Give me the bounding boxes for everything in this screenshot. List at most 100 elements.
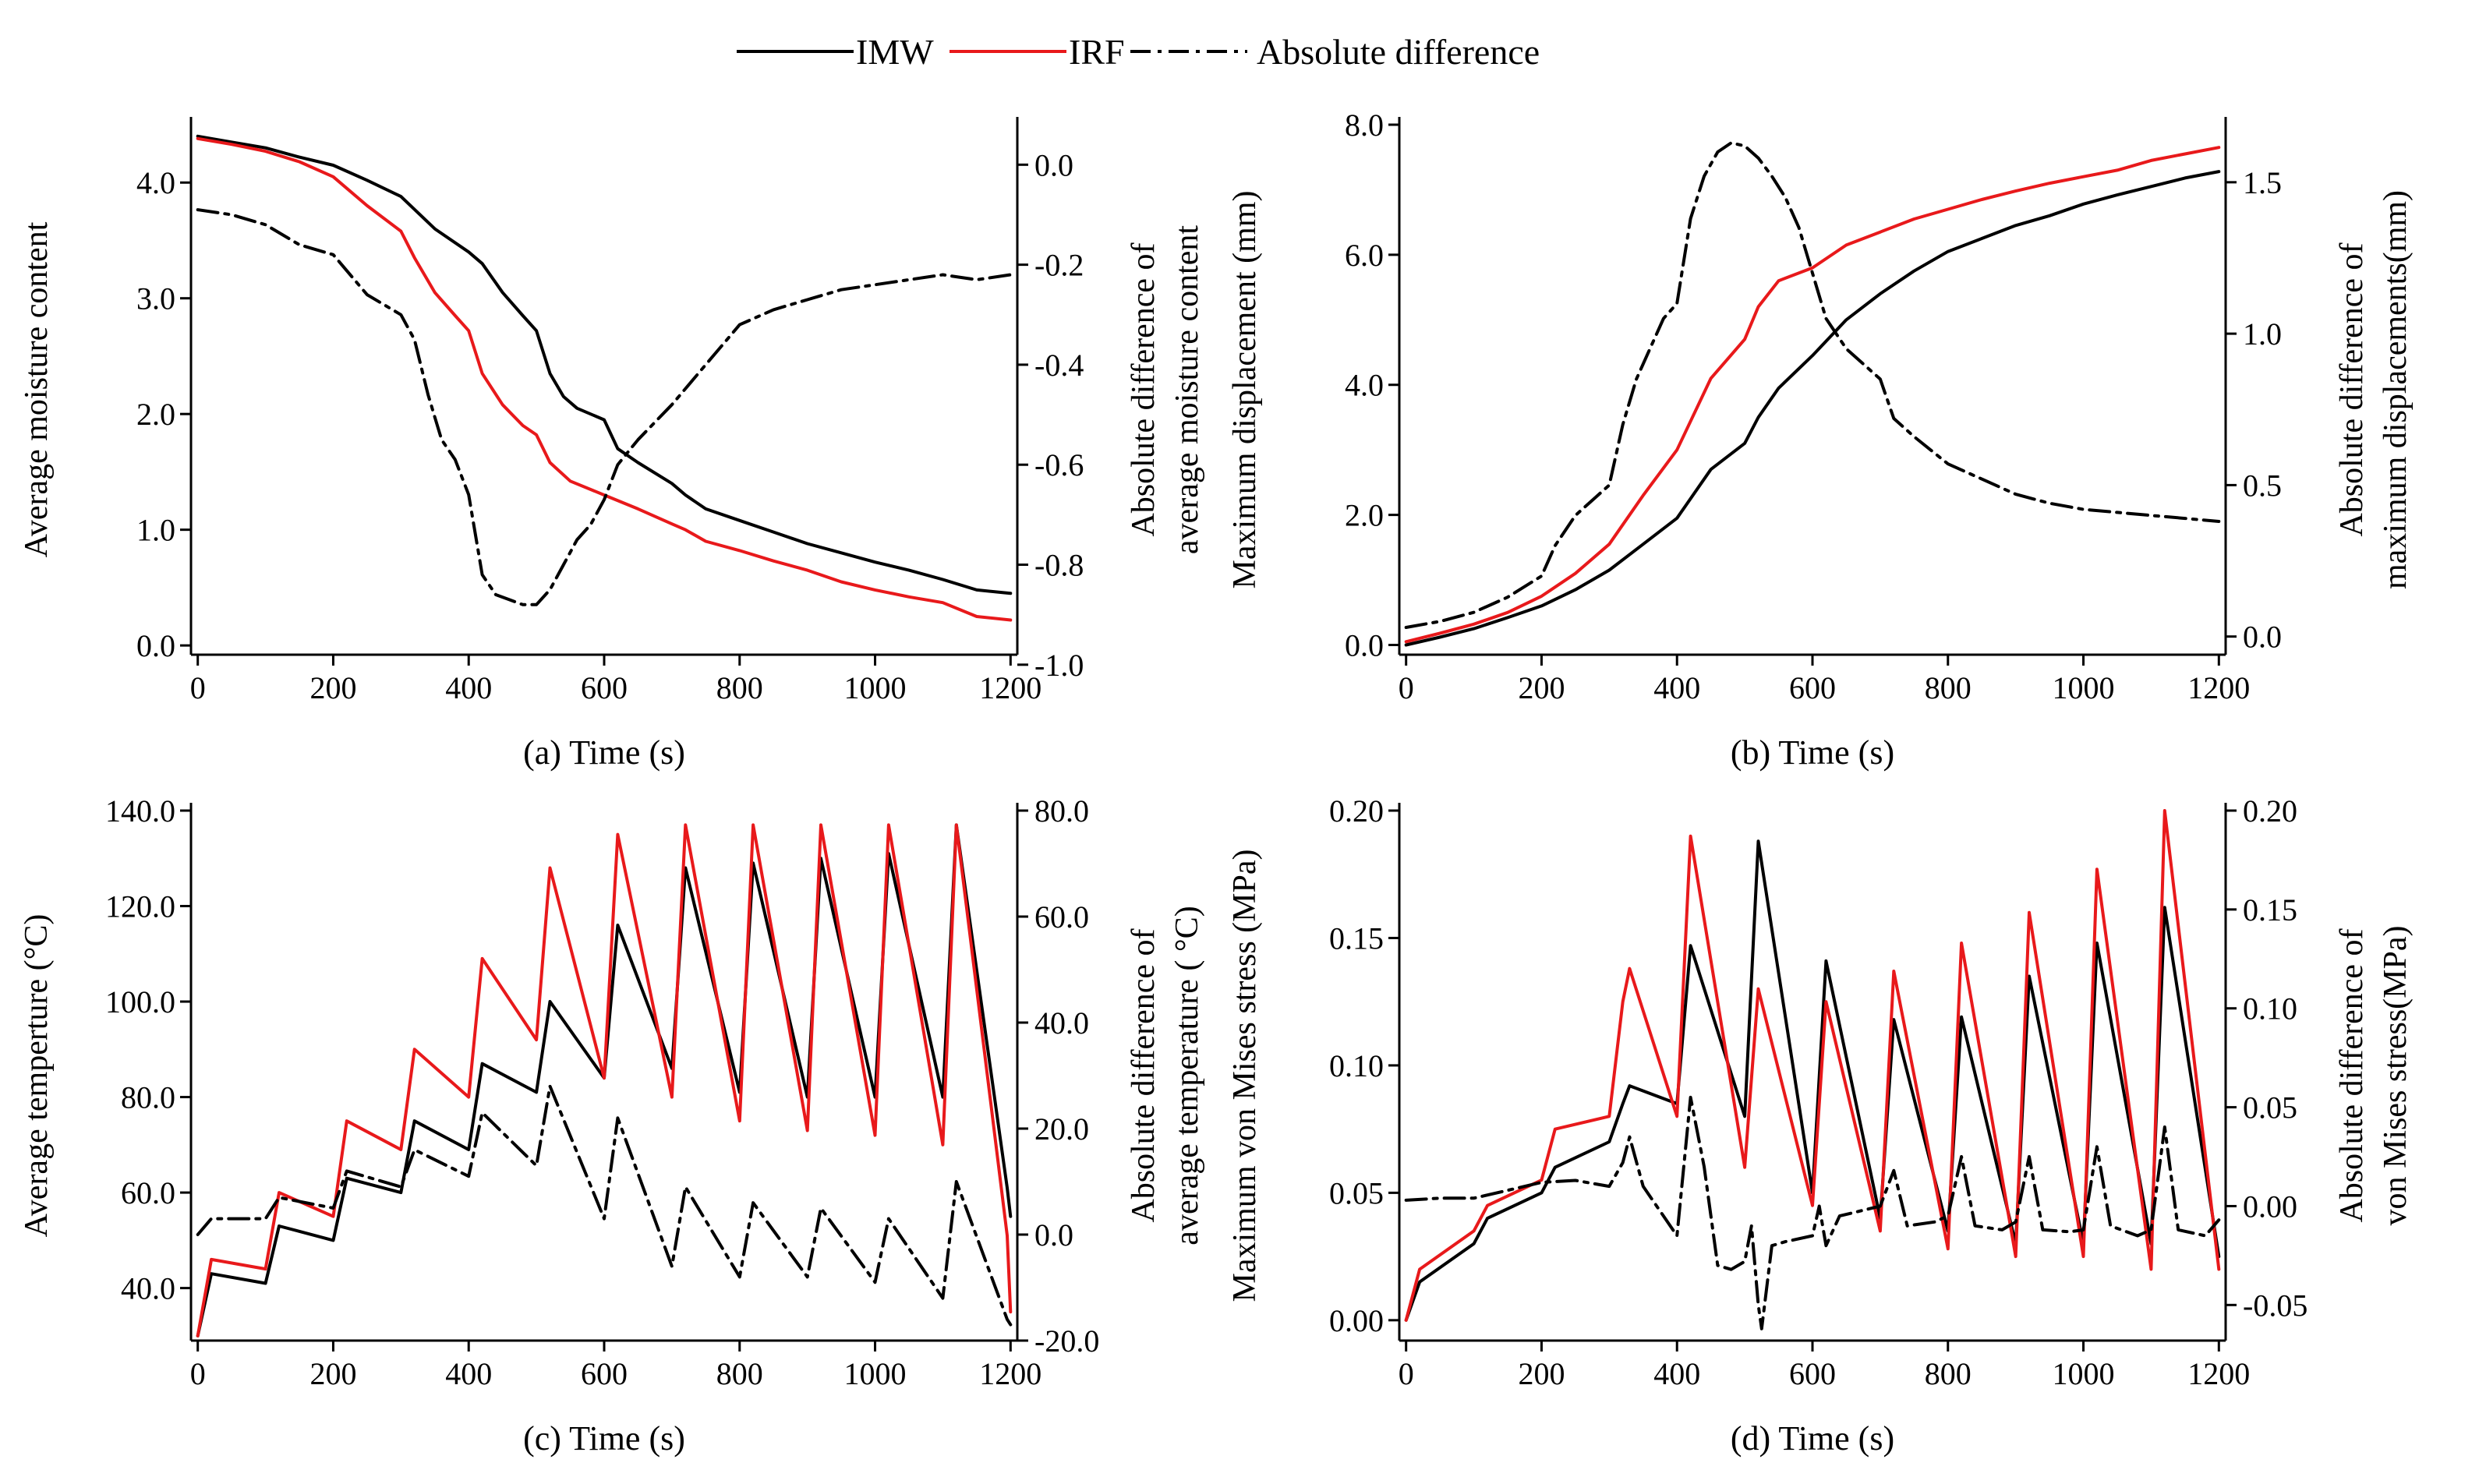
chart-c-x-tick-label: 400 <box>445 1356 492 1391</box>
chart-a-y2-tick-label: -0.2 <box>1034 248 1084 283</box>
chart-b-caption: (b) Time (s) <box>1731 733 1894 772</box>
chart-b-caption-prefix: (b) <box>1731 733 1779 772</box>
chart-b-series-absolute-difference <box>1404 141 2221 629</box>
chart-c-y-tick-label: 100.0 <box>105 984 175 1019</box>
chart-c-y-tick-label: 80.0 <box>121 1080 175 1115</box>
chart-c-y-tick-label: 60.0 <box>121 1175 175 1210</box>
chart-b-y2-tick-label: 0.0 <box>2243 620 2282 655</box>
chart-b-x-tick-label: 0 <box>1399 670 1414 705</box>
chart-d-y2-tick-label: 0.10 <box>2243 991 2297 1026</box>
chart-c-series-imw <box>196 823 1013 1337</box>
chart-a-x-axis-label: Time (s) <box>569 733 685 772</box>
chart-a-x-tick-label: 800 <box>716 670 763 705</box>
chart-a-y2-tick-label: -1.0 <box>1034 648 1084 683</box>
chart-c-y2-tick-label: 80.0 <box>1034 793 1089 829</box>
chart-b-y2-tick-label: 1.5 <box>2243 165 2282 200</box>
chart-a-x-tick-label: 1000 <box>844 670 907 705</box>
chart-a-x-tick-label: 400 <box>445 670 492 705</box>
chart-b-x-axis-label: Time (s) <box>1778 733 1894 772</box>
chart-d-y-axis-label: Maximum von Mises stress (MPa) <box>1227 850 1263 1302</box>
chart-d-y2-tick-label: 0.00 <box>2243 1189 2297 1224</box>
chart-b-y2-axis-label: maximum displacements(mm) <box>2378 190 2414 589</box>
chart-c-y2-tick-label: 20.0 <box>1034 1111 1089 1147</box>
chart-d-series-irf <box>1404 809 2221 1322</box>
chart-a-x-tick-label: 1200 <box>979 670 1041 705</box>
chart-c-y2-tick-label: 60.0 <box>1034 899 1089 935</box>
chart-d-x-axis-label: Time (s) <box>1778 1419 1894 1458</box>
chart-b-y-tick-label: 8.0 <box>1345 108 1384 143</box>
chart-d-x-tick-label: 800 <box>1925 1356 1972 1391</box>
chart-d-x-tick-label: 1200 <box>2187 1356 2250 1391</box>
chart-b-x-tick-label: 200 <box>1518 670 1565 705</box>
chart-c-y-axis-label: Average temperture (°C) <box>19 914 55 1238</box>
chart-d-y2-axis-label: Absolute difference of <box>2334 928 2370 1222</box>
chart-b-x-tick-label: 1000 <box>2053 670 2115 705</box>
chart-c-y2-tick-label: 0.0 <box>1034 1217 1073 1253</box>
chart-b-x-tick-label: 600 <box>1789 670 1836 705</box>
chart-b-y-tick-label: 2.0 <box>1345 498 1384 533</box>
legend-label-imw: IMW <box>856 32 934 72</box>
chart-b-y-axis-label: Maximum displacement (mm) <box>1227 191 1263 589</box>
chart-d-y2-tick-label: 0.05 <box>2243 1090 2297 1125</box>
chart-a-series-imw <box>196 134 1013 595</box>
chart-a-y-tick-label: 3.0 <box>136 281 175 316</box>
chart-d-y-tick-label: 0.15 <box>1329 920 1384 956</box>
chart-c-y-tick-label: 40.0 <box>121 1271 175 1306</box>
chart-c-x-tick-label: 200 <box>309 1356 356 1391</box>
chart-d-y2-tick-label: 0.20 <box>2243 793 2297 829</box>
chart-c-y2-axis-label: average temperature ( °C) <box>1169 906 1205 1245</box>
chart-c-y-tick-label: 120.0 <box>105 889 175 924</box>
chart-a-y-axis-label: Average moisture content <box>19 221 55 557</box>
legend-label-absolute-difference: Absolute difference <box>1257 32 1540 72</box>
chart-c-caption-prefix: (c) <box>523 1419 569 1458</box>
chart-d-y-tick-label: 0.05 <box>1329 1175 1384 1210</box>
legend-label-irf: IRF <box>1069 32 1125 72</box>
chart-d-y-tick-label: 0.20 <box>1329 793 1384 829</box>
chart-d-x-tick-label: 400 <box>1653 1356 1700 1391</box>
chart-c: 0 200 400 600 800 1000 1200 40.0 60.0 80.0 100.0 12… <box>19 793 1205 1458</box>
chart-c-x-tick-label: 1200 <box>979 1356 1041 1391</box>
chart-b: 0 200 400 600 800 1000 1200 0.0 2.0 4.0 6.0 8.0 0.0 0… <box>1227 108 2414 772</box>
chart-d-x-tick-label: 200 <box>1518 1356 1565 1391</box>
chart-a-y2-axis-label: Absolute difference of <box>1126 242 1162 536</box>
chart-b-y2-axis-label: Absolute difference of <box>2334 242 2370 536</box>
chart-a-x-tick-label: 600 <box>581 670 628 705</box>
chart-d: 0 200 400 600 800 1000 1200 0.00 0.05 0.10 0.15 0.2… <box>1227 793 2414 1458</box>
chart-d-caption-prefix: (d) <box>1731 1419 1779 1458</box>
chart-b-x-tick-label: 1200 <box>2187 670 2250 705</box>
chart-d-x-tick-label: 1000 <box>2053 1356 2115 1391</box>
chart-d-x-tick-label: 600 <box>1789 1356 1836 1391</box>
chart-a-caption-prefix: (a) <box>523 733 569 772</box>
chart-a: 0 200 400 600 800 1000 1200 0.0 1.0 2.0 3.0 4.0 0.0 -… <box>19 117 1205 772</box>
chart-b-x-tick-label: 400 <box>1653 670 1700 705</box>
chart-d-y-tick-label: 0.00 <box>1329 1303 1384 1338</box>
chart-b-series-irf <box>1404 146 2221 644</box>
chart-a-y-tick-label: 0.0 <box>136 628 175 663</box>
legend: IMW IRF Absolute difference <box>737 32 1540 72</box>
chart-b-y-tick-label: 6.0 <box>1345 238 1384 273</box>
chart-b-y-tick-label: 0.0 <box>1345 627 1384 662</box>
chart-c-series-absolute-difference <box>196 1084 1013 1327</box>
chart-a-y-tick-label: 4.0 <box>136 165 175 200</box>
chart-b-y-tick-label: 4.0 <box>1345 368 1384 403</box>
chart-c-x-axis-label: Time (s) <box>569 1419 685 1458</box>
chart-c-y2-axis-label: Absolute difference of <box>1126 928 1162 1222</box>
chart-c-series-irf <box>196 823 1013 1337</box>
chart-a-y2-tick-label: -0.8 <box>1034 548 1084 583</box>
chart-b-y2-tick-label: 0.5 <box>2243 468 2282 503</box>
chart-b-series-imw <box>1404 170 2221 647</box>
chart-a-caption: (a) Time (s) <box>523 733 685 772</box>
chart-d-y2-tick-label: 0.15 <box>2243 892 2297 928</box>
chart-a-y2-axis-label: average moisture content <box>1169 225 1205 554</box>
chart-c-x-tick-label: 0 <box>190 1356 206 1391</box>
chart-a-series-absolute-difference <box>196 208 1013 606</box>
chart-a-y-tick-label: 1.0 <box>136 513 175 548</box>
chart-a-x-tick-label: 0 <box>190 670 206 705</box>
chart-c-y2-tick-label: -20.0 <box>1034 1323 1099 1359</box>
chart-b-y2-tick-label: 1.0 <box>2243 316 2282 352</box>
chart-d-series-absolute-difference <box>1404 1095 2221 1330</box>
chart-d-y-tick-label: 0.10 <box>1329 1048 1384 1083</box>
chart-d-x-tick-label: 0 <box>1399 1356 1414 1391</box>
chart-a-y2-tick-label: 0.0 <box>1034 147 1073 182</box>
